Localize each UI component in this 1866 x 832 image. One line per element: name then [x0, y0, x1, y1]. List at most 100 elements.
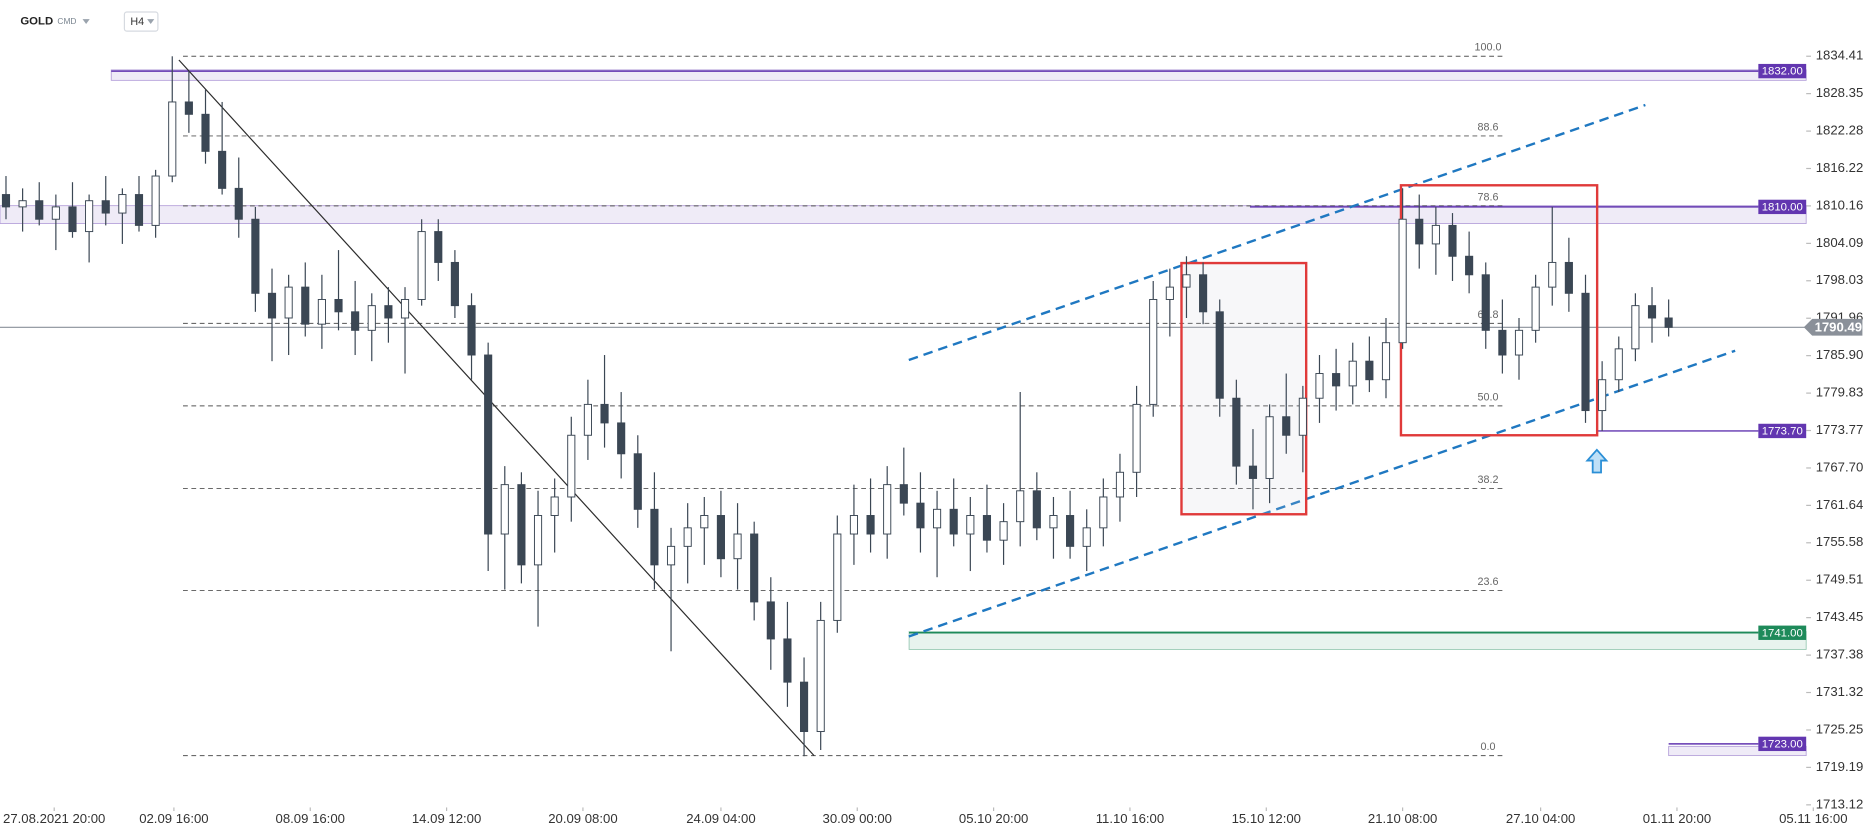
x-tick-label: 08.09 16:00 — [276, 811, 345, 826]
level-tag — [1758, 199, 1807, 215]
candle-body — [134, 194, 144, 226]
x-tick-label: 01.11 20:00 — [1643, 811, 1711, 826]
candle-body — [267, 292, 277, 319]
candle-body — [1082, 527, 1091, 547]
candle-body — [899, 484, 908, 504]
fib-label: 88.6 — [1478, 121, 1499, 133]
candle-body — [1465, 255, 1474, 276]
candle-body — [1182, 274, 1191, 288]
candle-body — [85, 200, 94, 233]
trendline — [908, 349, 1736, 638]
fib-label: 0.0 — [1481, 741, 1496, 753]
candle-body — [799, 681, 809, 733]
candle-body — [533, 515, 543, 566]
candle-body — [650, 508, 659, 566]
candle-body — [567, 434, 576, 498]
level-tag-label: 1773.70 — [1762, 426, 1803, 438]
candle-body — [1149, 298, 1158, 405]
fib-label: 100.0 — [1475, 42, 1502, 54]
fib-label: 38.2 — [1478, 474, 1499, 486]
y-tick-label: 1779.83 — [1816, 385, 1864, 400]
candle-body — [816, 619, 825, 733]
y-tick-label: 1816.22 — [1816, 160, 1864, 175]
candle-body — [1398, 218, 1407, 344]
candle-body — [68, 206, 77, 233]
trendline — [908, 103, 1646, 362]
candle-body — [1415, 218, 1424, 245]
candle-body — [733, 533, 742, 560]
candle-body — [1598, 379, 1607, 412]
candle-body — [35, 200, 44, 220]
candle-body — [999, 521, 1008, 541]
candle-body — [218, 150, 227, 189]
candle-body — [384, 305, 393, 319]
fib-label: 23.6 — [1478, 576, 1499, 588]
dropdown-caret[interactable] — [147, 19, 155, 24]
candle-body — [1365, 360, 1374, 381]
y-tick-label: 1773.77 — [1816, 422, 1864, 437]
candle-body — [617, 422, 626, 455]
candle-body — [949, 508, 958, 535]
level-zone — [908, 631, 1807, 650]
candle-body — [916, 502, 925, 529]
y-tick-label: 1804.09 — [1816, 235, 1864, 250]
y-tick-label: 1725.25 — [1816, 721, 1864, 736]
candle-body — [1298, 397, 1307, 436]
candle-body — [766, 601, 775, 640]
candle-body — [334, 298, 343, 313]
interval-box[interactable] — [123, 11, 159, 32]
candle-body — [1099, 496, 1108, 529]
dropdown-caret[interactable] — [82, 19, 90, 24]
candle-body — [500, 484, 509, 535]
candle-body — [467, 305, 476, 356]
candle-body — [833, 533, 842, 621]
candle-body — [1631, 305, 1640, 350]
candle-body — [301, 286, 310, 325]
candle-body — [1248, 465, 1258, 479]
candle-body — [151, 175, 160, 226]
candle-body — [317, 298, 326, 325]
level-tag-label: 1810.00 — [1762, 201, 1803, 213]
candle-body — [201, 113, 210, 152]
x-tick-label: 27.10 04:00 — [1506, 811, 1575, 826]
candle-body — [866, 515, 875, 535]
candle-body — [1332, 373, 1341, 387]
candle-body — [450, 261, 459, 307]
candle-body — [434, 231, 443, 263]
candle-body — [18, 200, 27, 208]
x-tick-label: 05.10 20:00 — [959, 811, 1028, 826]
candle-body — [1265, 416, 1274, 479]
candle-body — [1, 194, 11, 208]
candle-body — [1448, 224, 1457, 257]
candle-body — [1531, 286, 1540, 331]
symbol[interactable]: GOLD — [20, 16, 53, 28]
candle-body — [417, 231, 426, 300]
x-tick-label: 24.09 04:00 — [686, 811, 755, 826]
market[interactable]: CMD — [57, 16, 76, 26]
interval[interactable]: H4 — [130, 16, 144, 28]
candle-body — [1614, 348, 1623, 381]
y-tick-label: 1810.16 — [1816, 197, 1864, 212]
candle-body — [550, 496, 559, 516]
last-price-label: 1790.49 — [1815, 319, 1863, 334]
y-tick-label: 1755.58 — [1816, 534, 1864, 549]
candle-body — [1215, 311, 1224, 399]
x-tick-label: 30.09 00:00 — [823, 811, 892, 826]
candle-body — [633, 453, 642, 510]
x-tick-label: 27.08.2021 20:00 — [3, 811, 105, 826]
level-zone — [0, 205, 1807, 224]
candle-body — [716, 515, 725, 560]
candle-body — [1049, 515, 1058, 529]
candle-body — [1232, 397, 1241, 467]
candle-body — [783, 638, 792, 683]
candle-body — [1481, 274, 1490, 331]
candle-body — [600, 403, 609, 424]
candle-body — [251, 218, 260, 294]
candle-body — [1115, 471, 1125, 498]
candle-body — [101, 200, 110, 214]
candle-body — [484, 354, 493, 535]
candle-body — [1348, 360, 1357, 387]
candle-body — [1016, 490, 1025, 523]
candle-body — [1664, 317, 1673, 328]
